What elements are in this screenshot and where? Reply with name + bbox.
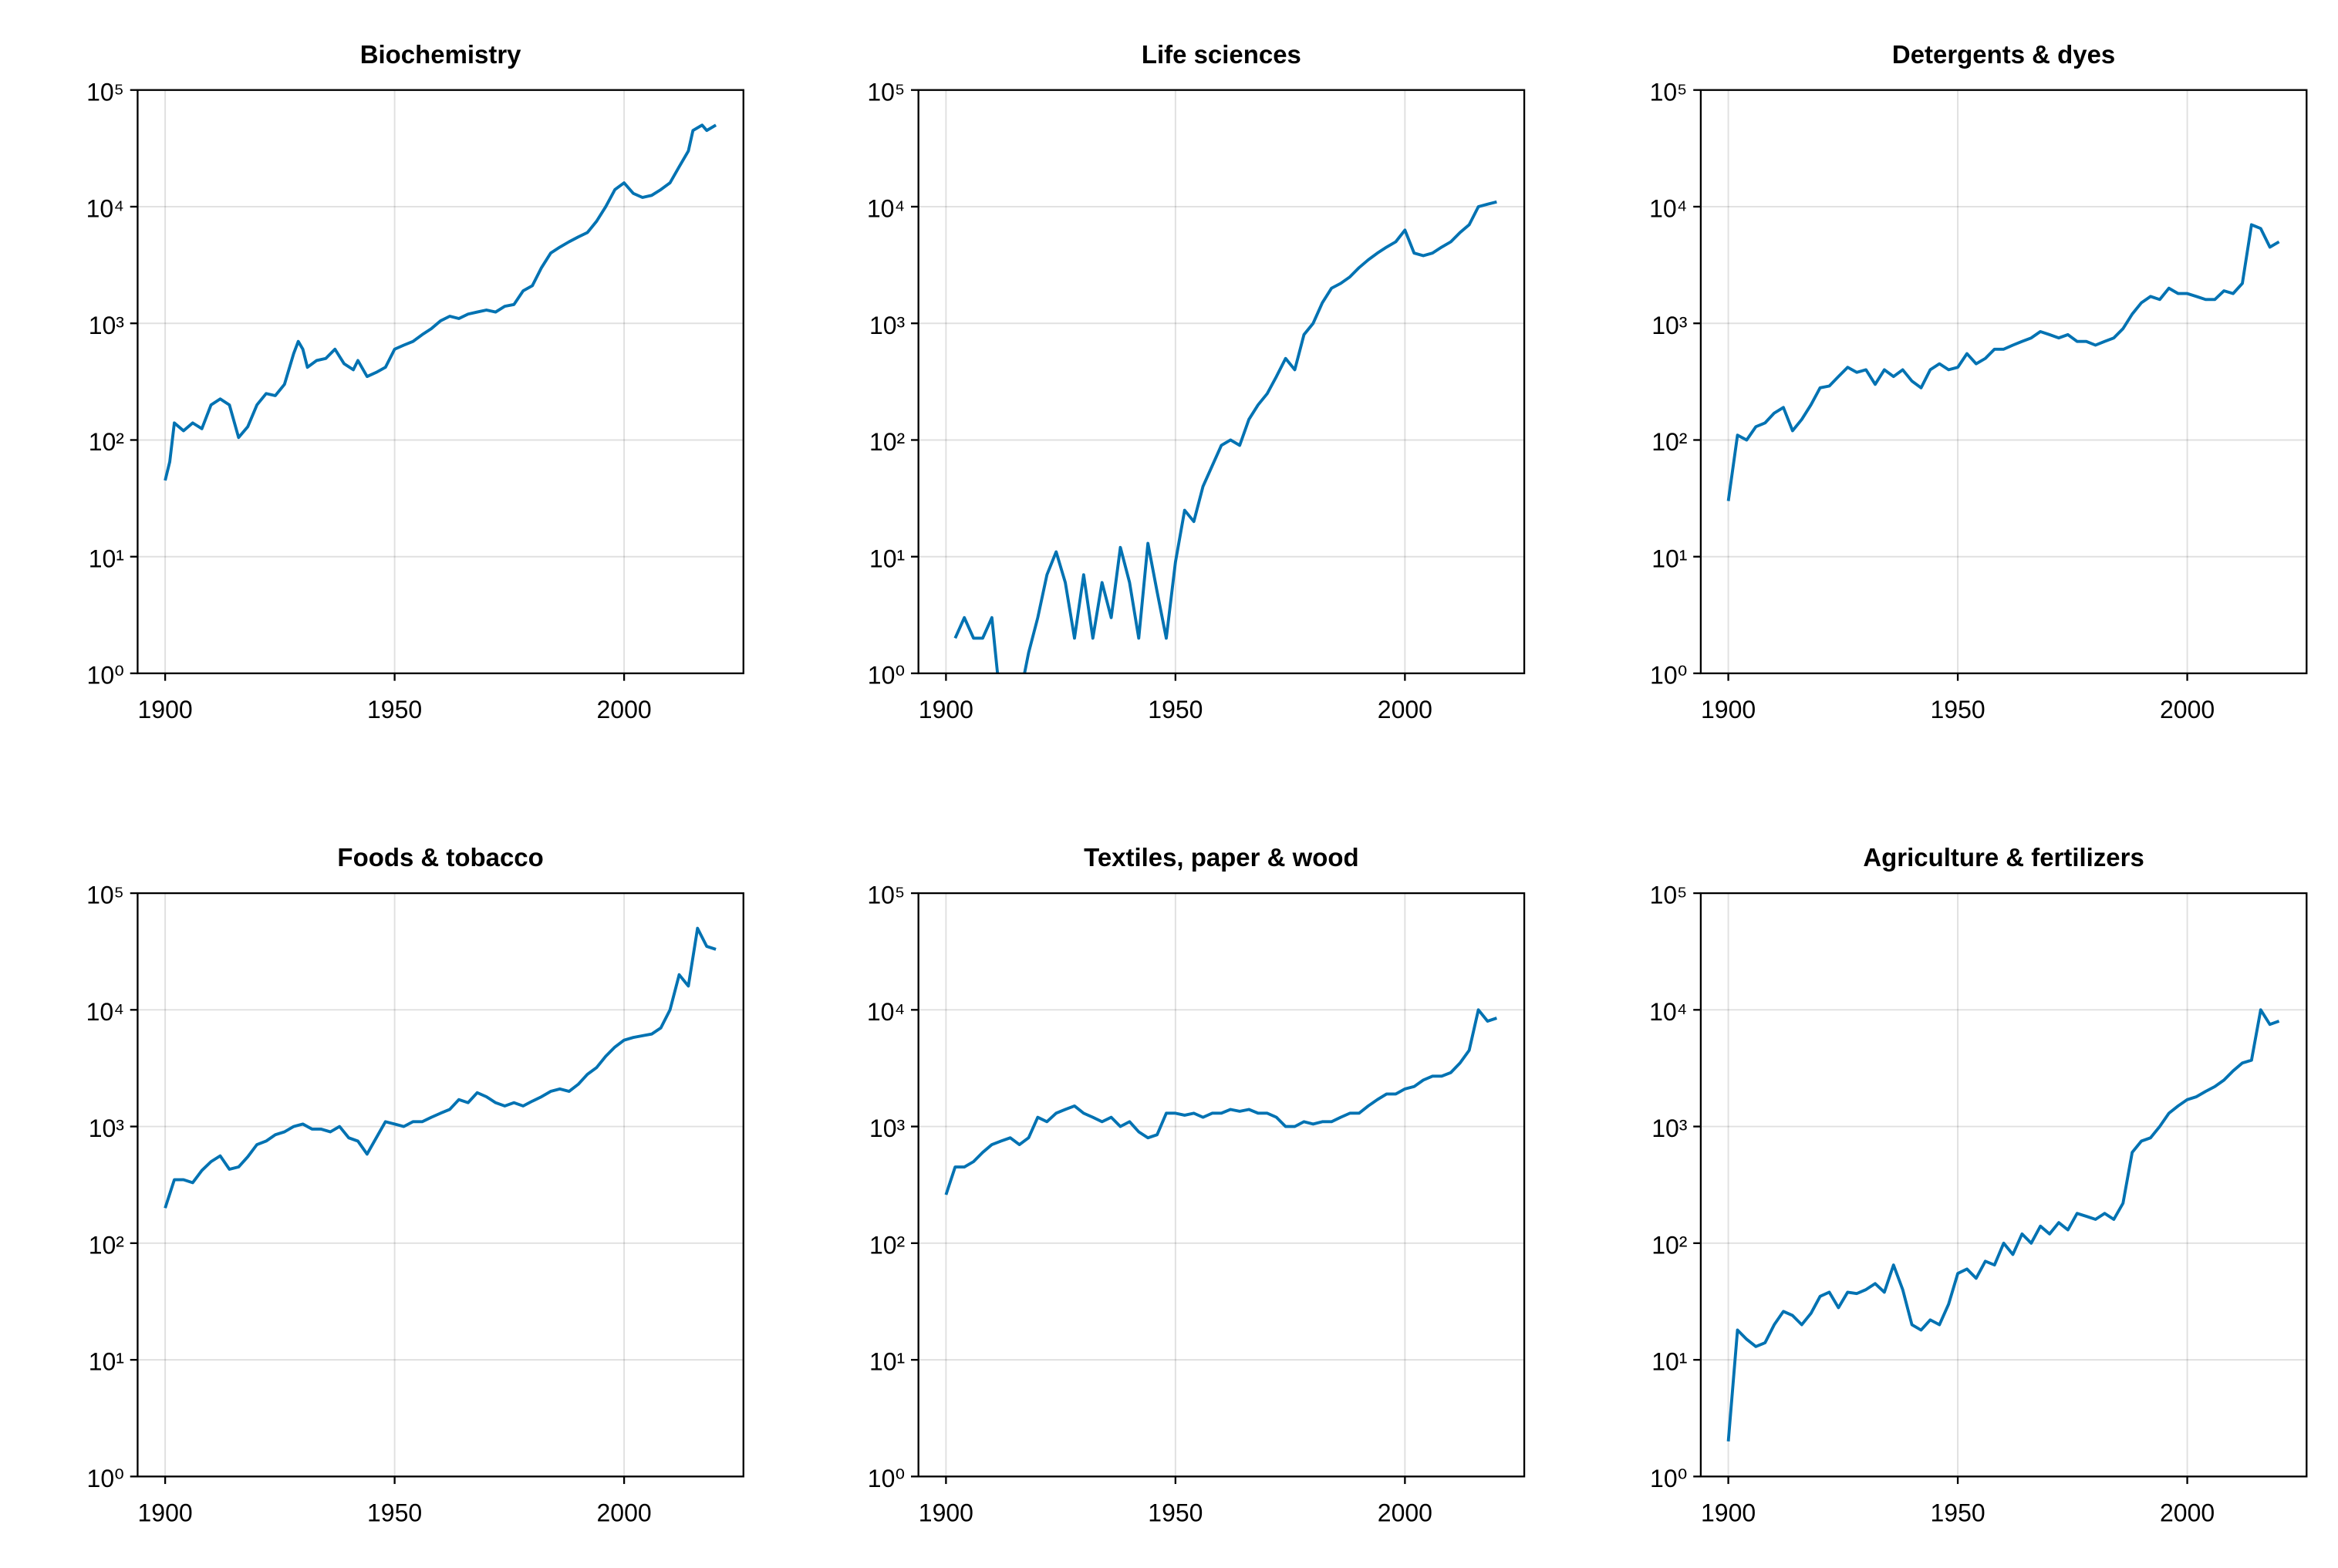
y-tick-label: 10¹ — [869, 1348, 905, 1376]
data-line — [953, 200, 1497, 673]
axes-frame — [1699, 892, 2308, 1478]
y-tick-label: 10⁵ — [867, 78, 905, 106]
panel: Textiles, paper & wood 10⁰ 10¹ 10² 10³ 10⁴ 10⁵… — [867, 843, 1526, 1527]
data-line — [164, 926, 717, 1209]
y-tick-label: 10⁵ — [1650, 882, 1688, 909]
y-tick-label: 10⁰ — [87, 662, 124, 690]
y-tick-label: 10⁰ — [87, 1465, 124, 1492]
x-tick-label: 1950 — [1931, 1499, 1985, 1527]
y-tick-label: 10⁴ — [1649, 195, 1687, 223]
y-tick-label: 10⁵ — [1650, 78, 1688, 106]
y-tick-label: 10³ — [89, 1114, 125, 1142]
panel: Foods & tobacco 10⁰ 10¹ 10² 10³ 10⁴ 10⁵ 1900 195… — [86, 843, 744, 1527]
y-tick-label: 10⁰ — [868, 662, 905, 690]
y-tick-label: 10¹ — [89, 545, 124, 572]
x-tick-label: 2000 — [597, 696, 652, 723]
y-tick-label: 10² — [1651, 428, 1688, 456]
panel: Biochemistry 10⁰ 10¹ 10² 10³ 10⁴ 10⁵ 1900 1950 20… — [86, 40, 744, 723]
y-tick-label: 10⁴ — [86, 195, 124, 223]
y-tick-label: 10² — [1651, 1231, 1688, 1259]
y-tick-label: 10² — [869, 1231, 906, 1259]
y-tick-label: 10² — [869, 428, 906, 456]
data-line — [1726, 1008, 2280, 1442]
y-tick-label: 10⁴ — [1649, 998, 1687, 1026]
panel-title: Life sciences — [1142, 40, 1301, 69]
x-tick-label: 1950 — [367, 696, 422, 723]
panel-title: Foods & tobacco — [337, 843, 543, 872]
panel-title: Detergents & dyes — [1892, 40, 2115, 69]
axes-frame — [1699, 89, 2308, 675]
y-tick-label: 10⁵ — [86, 882, 124, 909]
y-tick-label: 10⁵ — [86, 78, 124, 106]
panel-title: Textiles, paper & wood — [1084, 843, 1358, 872]
x-tick-label: 1950 — [1148, 696, 1203, 723]
x-tick-label: 1900 — [919, 1499, 973, 1527]
y-tick-label: 10¹ — [1651, 1348, 1687, 1376]
x-tick-label: 1900 — [1701, 1499, 1756, 1527]
x-tick-label: 2000 — [2160, 696, 2215, 723]
axes-frame — [917, 89, 1526, 675]
y-tick-label: 10³ — [869, 1114, 906, 1142]
panel: Life sciences 10⁰ 10¹ 10² 10³ 10⁴ 10⁵ 1900 1950 2… — [867, 40, 1526, 723]
x-tick-label: 2000 — [597, 1499, 652, 1527]
y-tick-label: 10¹ — [89, 1348, 124, 1376]
y-tick-label: 10⁰ — [868, 1465, 905, 1492]
y-tick-label: 10² — [89, 428, 125, 456]
x-tick-label: 1950 — [367, 1499, 422, 1527]
panel: Agriculture & fertilizers 10⁰ 10¹ 10² 10³ 10⁴… — [1649, 843, 2308, 1527]
data-line — [164, 123, 717, 481]
axes-frame — [917, 892, 1526, 1478]
panel: Detergents & dyes 10⁰ 10¹ 10² 10³ 10⁴ 10⁵ 1900 1… — [1649, 40, 2308, 723]
x-tick-label: 1900 — [1701, 696, 1756, 723]
y-tick-label: 10³ — [89, 312, 125, 339]
y-tick-label: 10⁵ — [867, 882, 905, 909]
axes-frame — [137, 89, 744, 675]
x-tick-label: 1900 — [138, 1499, 193, 1527]
y-tick-label: 10⁴ — [867, 195, 905, 223]
y-tick-label: 10³ — [1651, 1114, 1688, 1142]
y-tick-label: 10³ — [1651, 312, 1688, 339]
y-tick-label: 10¹ — [1651, 545, 1687, 572]
panel-title: Agriculture & fertilizers — [1863, 843, 2144, 872]
y-tick-label: 10⁴ — [867, 998, 905, 1026]
x-tick-label: 2000 — [1378, 1499, 1432, 1527]
y-tick-label: 10³ — [869, 312, 906, 339]
y-tick-label: 10¹ — [869, 545, 905, 572]
panel-title: Biochemistry — [360, 40, 521, 69]
y-tick-label: 10⁴ — [86, 998, 124, 1026]
y-tick-label: 10⁰ — [1650, 1465, 1687, 1492]
data-line — [1726, 223, 2280, 501]
x-tick-label: 1900 — [138, 696, 193, 723]
y-tick-label: 10⁰ — [1650, 662, 1687, 690]
data-line — [944, 1008, 1497, 1195]
x-tick-label: 1900 — [919, 696, 973, 723]
axes-frame — [137, 892, 744, 1478]
x-tick-label: 2000 — [2160, 1499, 2215, 1527]
x-tick-label: 1950 — [1931, 696, 1985, 723]
x-tick-label: 1950 — [1148, 1499, 1203, 1527]
x-tick-label: 2000 — [1378, 696, 1432, 723]
y-tick-label: 10² — [89, 1231, 125, 1259]
